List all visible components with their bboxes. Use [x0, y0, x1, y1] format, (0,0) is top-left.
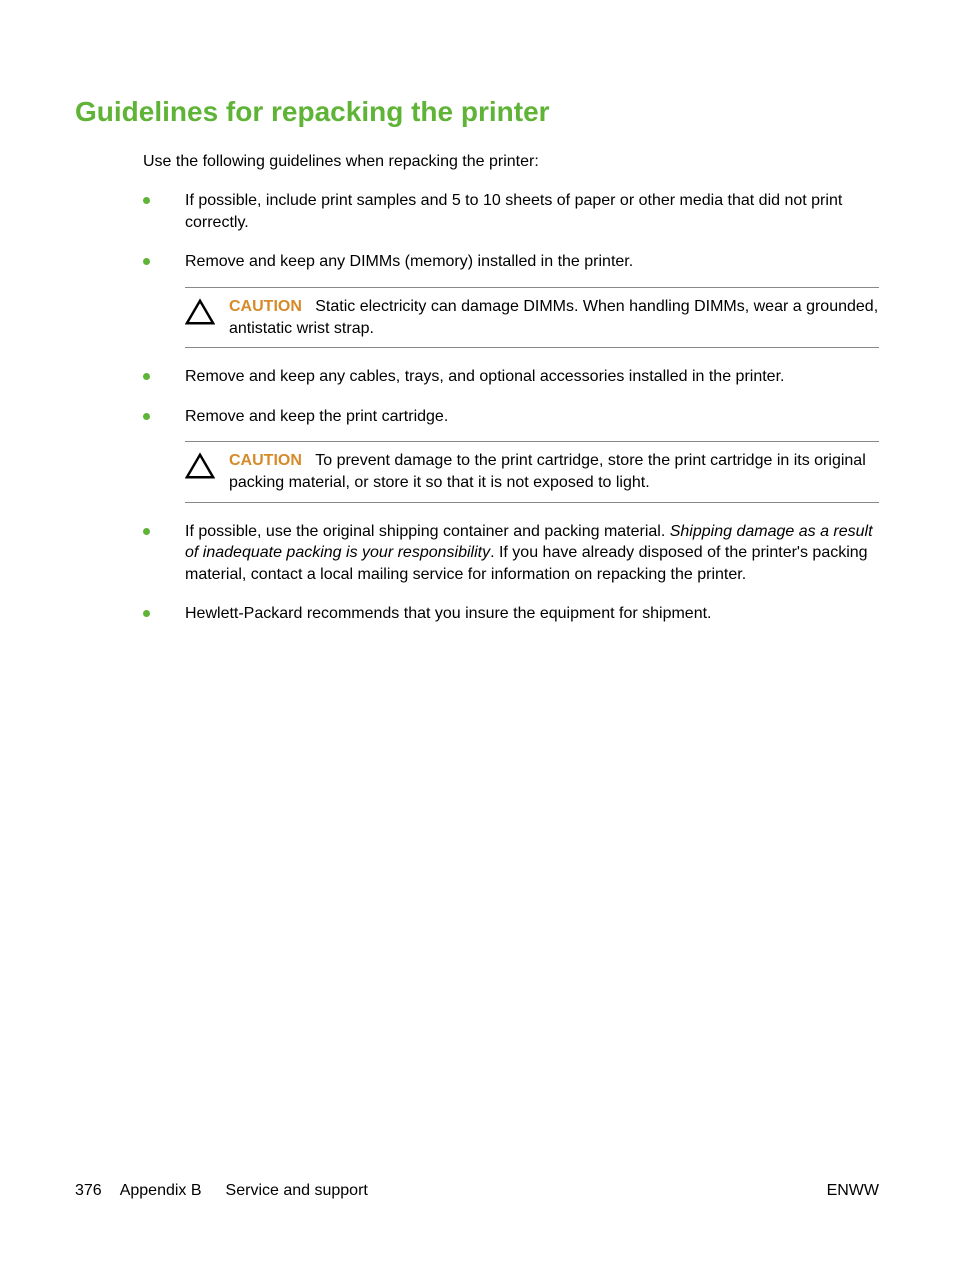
- caution-box: CAUTION Static electricity can damage DI…: [185, 287, 879, 348]
- list-item-text: Remove and keep the print cartridge.: [185, 408, 448, 425]
- footer-lang: ENWW: [827, 1182, 879, 1200]
- list-item-text: Hewlett-Packard recommends that you insu…: [185, 605, 711, 622]
- intro-paragraph: Use the following guidelines when repack…: [143, 151, 879, 173]
- page-number: 376: [75, 1182, 102, 1200]
- list-item-text: If possible, include print samples and 5…: [185, 192, 842, 231]
- list-item: Remove and keep the print cartridge. CAU…: [143, 406, 879, 503]
- section-label: Service and support: [226, 1182, 368, 1200]
- list-item: Hewlett-Packard recommends that you insu…: [143, 603, 879, 625]
- page-title: Guidelines for repacking the printer: [75, 95, 879, 129]
- warning-triangle-icon: [185, 452, 215, 480]
- warning-triangle-icon: [185, 298, 215, 326]
- caution-label: CAUTION: [229, 452, 302, 469]
- caution-label: CAUTION: [229, 298, 302, 315]
- caution-body: Static electricity can damage DIMMs. Whe…: [229, 298, 878, 337]
- list-item: If possible, use the original shipping c…: [143, 521, 879, 586]
- page-footer: 376 Appendix B Service and support ENWW: [75, 1182, 879, 1200]
- list-item-text: Remove and keep any cables, trays, and o…: [185, 368, 784, 385]
- guidelines-list: If possible, include print samples and 5…: [143, 190, 879, 625]
- caution-box: CAUTION To prevent damage to the print c…: [185, 441, 879, 502]
- footer-left: 376 Appendix B Service and support: [75, 1182, 368, 1200]
- caution-text: CAUTION To prevent damage to the print c…: [229, 450, 879, 493]
- list-item-text: Remove and keep any DIMMs (memory) insta…: [185, 253, 633, 270]
- list-item: If possible, include print samples and 5…: [143, 190, 879, 233]
- list-item-text-pre: If possible, use the original shipping c…: [185, 523, 670, 540]
- caution-body: To prevent damage to the print cartridge…: [229, 452, 866, 491]
- caution-text: CAUTION Static electricity can damage DI…: [229, 296, 879, 339]
- list-item: Remove and keep any DIMMs (memory) insta…: [143, 251, 879, 348]
- list-item: Remove and keep any cables, trays, and o…: [143, 366, 879, 388]
- appendix-label: Appendix B: [120, 1182, 202, 1200]
- document-page: Guidelines for repacking the printer Use…: [0, 0, 954, 1270]
